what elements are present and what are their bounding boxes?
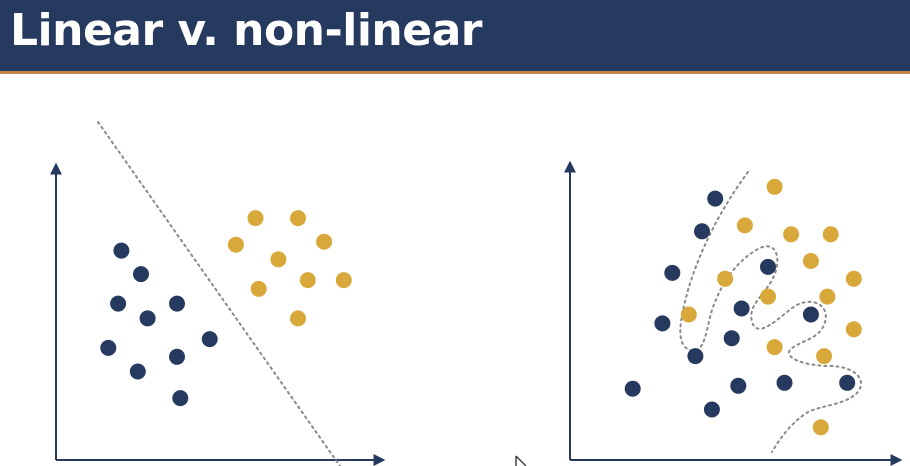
left-navy-point-5 (139, 310, 156, 327)
left-gold-point-4 (316, 233, 333, 250)
right-gold-point-5 (802, 253, 819, 269)
left-gold-point-5 (270, 251, 287, 268)
right-gold-point-13 (816, 348, 833, 365)
left-navy-point-1 (113, 242, 130, 259)
right-navy-point-14 (703, 401, 720, 418)
left-gold-point-2 (290, 210, 306, 227)
left-navy-point-7 (169, 348, 185, 365)
left-navy-point-2 (133, 266, 149, 283)
right-gold-point-2 (736, 217, 753, 234)
left-navy-point-6 (100, 339, 117, 356)
right-gold-point-1 (766, 178, 783, 195)
nonlinear-boundary-curve (679, 171, 862, 453)
left-gold-point-9 (290, 310, 306, 327)
right-gold-point-3 (783, 226, 800, 243)
linear-boundary-line (97, 121, 341, 466)
left-chart-axes (50, 162, 386, 466)
right-chart-points (624, 178, 862, 436)
right-gold-point-12 (766, 339, 783, 356)
left-gold-point-3 (227, 236, 244, 253)
right-gold-point-11 (845, 321, 862, 338)
right-navy-point-3 (664, 264, 681, 281)
mouse-cursor-icon (515, 455, 527, 466)
right-gold-point-10 (680, 306, 697, 323)
right-chart-axes (564, 160, 903, 466)
left-gold-point-6 (250, 280, 267, 297)
right-navy-point-5 (654, 315, 671, 332)
left-navy-point-4 (169, 295, 185, 312)
left-chart-points (100, 210, 352, 407)
right-navy-point-6 (733, 300, 750, 317)
right-navy-point-12 (776, 374, 793, 391)
left-navy-point-8 (201, 331, 218, 348)
right-navy-point-4 (760, 258, 776, 275)
right-navy-point-11 (730, 377, 747, 394)
left-gold-point-7 (299, 272, 316, 289)
right-gold-point-6 (717, 270, 734, 287)
right-gold-point-14 (812, 419, 829, 436)
right-gold-point-9 (760, 288, 776, 305)
slide-title: Linear v. non-linear (10, 5, 482, 56)
left-navy-point-10 (172, 390, 189, 407)
left-gold-point-8 (335, 272, 352, 289)
right-navy-point-1 (707, 190, 724, 207)
right-navy-point-9 (687, 348, 704, 365)
right-gold-point-4 (822, 226, 839, 243)
right-navy-point-2 (694, 223, 710, 240)
left-gold-point-1 (247, 210, 264, 227)
left-navy-point-3 (110, 295, 127, 312)
right-navy-point-13 (839, 374, 856, 391)
left-navy-point-9 (129, 363, 146, 380)
right-gold-point-8 (819, 288, 836, 305)
title-bar: Linear v. non-linear (0, 0, 910, 74)
right-navy-point-10 (624, 380, 641, 397)
right-navy-point-8 (723, 330, 740, 347)
right-gold-point-7 (845, 270, 862, 287)
right-navy-point-7 (802, 306, 819, 323)
